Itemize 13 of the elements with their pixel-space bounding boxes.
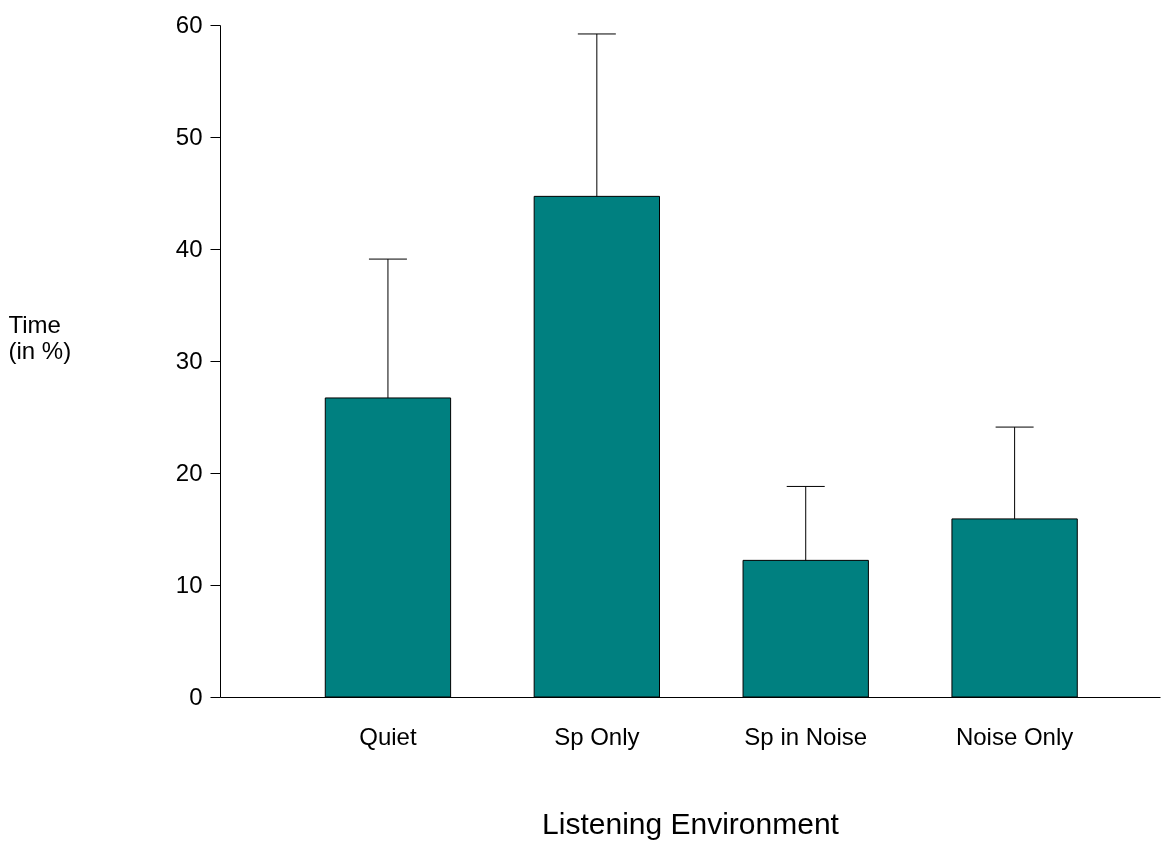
y-tick-label: 0 bbox=[189, 682, 203, 710]
x-tick-label: Quiet bbox=[359, 722, 417, 750]
y-axis-title: Time (in %) bbox=[8, 310, 72, 364]
x-axis-title: Listening Environment bbox=[542, 806, 840, 840]
y-tick-label: 30 bbox=[175, 346, 203, 374]
x-tick-label: Sp Only bbox=[554, 722, 640, 750]
y-tick-label: 50 bbox=[175, 122, 203, 150]
x-tick-label: Sp in Noise bbox=[744, 722, 868, 750]
x-tick-label: Noise Only bbox=[955, 722, 1074, 750]
y-tick-label: 20 bbox=[175, 458, 203, 486]
y-tick-label: 10 bbox=[175, 570, 203, 598]
y-tick-label: 40 bbox=[175, 234, 203, 262]
y-tick-label: 60 bbox=[175, 10, 203, 38]
